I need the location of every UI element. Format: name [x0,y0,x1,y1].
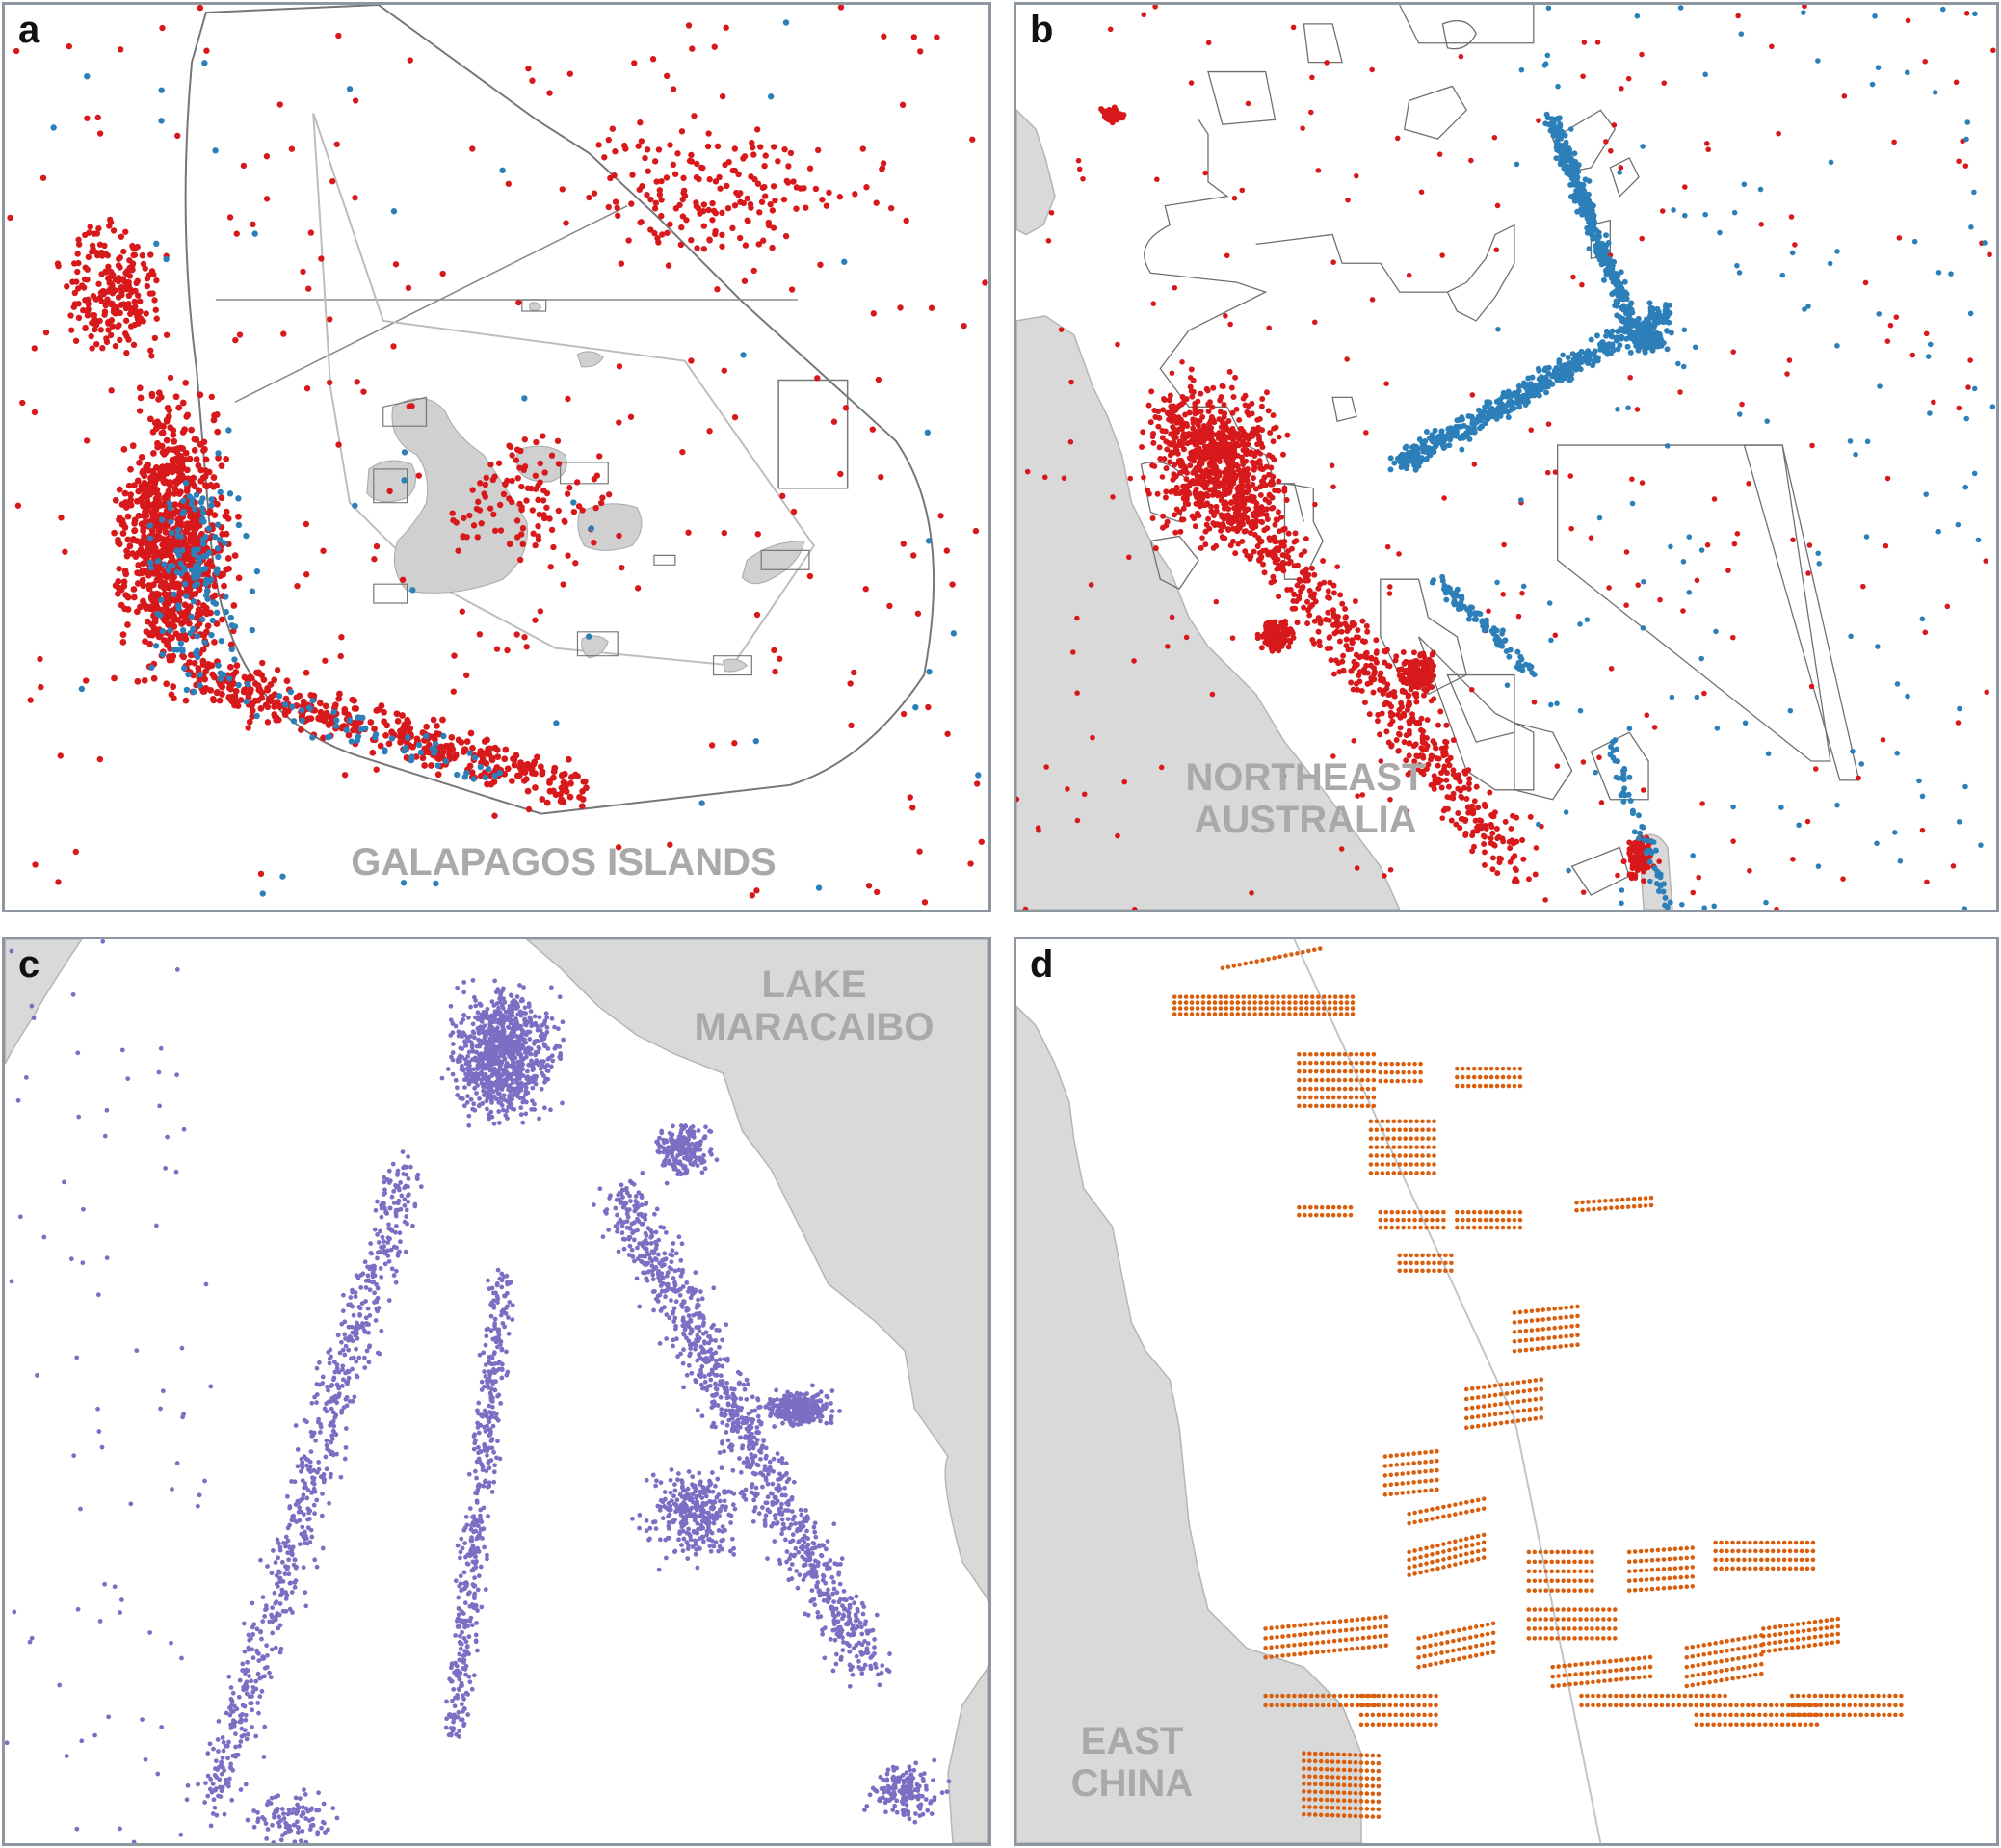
region-line-1: LAKE [761,964,867,1006]
red-vessel-points [7,5,988,906]
land-australia [1016,315,1401,910]
region-label-galapagos: GALAPAGOS ISLANDS [5,841,988,884]
panel-label-b: b [1030,9,1054,51]
land-east-lower [947,1665,988,1843]
region-label-northeast-australia: NORTHEAST AUSTRALIA [1074,756,1537,841]
island-zone-boxes [373,299,810,676]
island-isabela [391,398,528,594]
panel-b-northeast-australia: b NORTHEAST AUSTRALIA [1014,2,1999,912]
marine-reserve-boundary [184,5,935,815]
panel-label-a: a [18,9,40,51]
region-line-1: NORTHEAST [1185,756,1426,799]
island-marchena [529,302,542,312]
map-d [1016,939,1904,1843]
land-east [525,939,988,1602]
region-line-1: EAST [1080,1720,1184,1762]
purple-platform-points [5,939,952,1843]
region-line-2: CHINA [1070,1762,1194,1805]
region-line-2: MARACAIBO [694,1006,935,1048]
zone-line-east-2 [1743,444,1860,781]
region-line: GALAPAGOS ISLANDS [351,841,777,884]
map-a [7,5,988,906]
land-peninsula [1016,109,1056,236]
blue-vessel-points [1387,5,1996,910]
panel-a-galapagos: a GALAPAGOS ISLANDS [2,2,991,912]
land-west [5,939,83,1065]
land-east-china [1016,1005,1362,1843]
blue-vessel-points [50,19,982,897]
zone-box-east [777,379,849,489]
region-line-2: AUSTRALIA [1194,799,1417,841]
island-espanola [722,658,749,673]
island-floreana [581,635,609,659]
panel-d-east-china: d EAST CHINA [1014,937,1999,1846]
map-b [1016,5,1996,910]
islands [366,302,805,673]
island-santa-cruz [577,503,643,551]
red-vessel-points [1016,5,1996,910]
region-label-east-china: EAST CHINA [1016,1720,1248,1805]
panel-label-c: c [18,943,40,986]
zone-line-2 [234,205,628,404]
map-c [5,939,988,1843]
island-pinta [576,351,604,368]
region-label-lake-maracaibo: LAKE MARACAIBO [621,964,988,1048]
orange-platform-points [1172,946,1904,1820]
island-fernandina [366,460,417,503]
panel-c-lake-maracaibo: c LAKE MARACAIBO [2,937,991,1846]
island-san-cristobal [741,540,805,585]
reef-outlines [1140,5,1649,896]
panel-label-d: d [1030,943,1054,986]
